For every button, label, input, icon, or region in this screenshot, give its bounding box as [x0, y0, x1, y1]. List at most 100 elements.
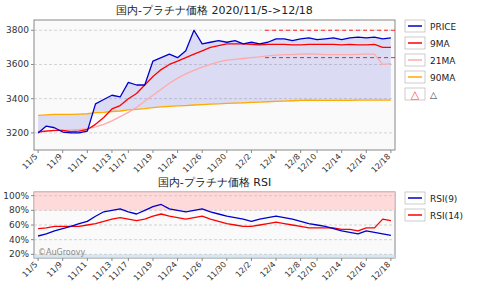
y-tick — [31, 254, 34, 255]
legend-swatch — [408, 25, 422, 27]
x-tick-label: 12/18 — [370, 260, 393, 283]
series-line — [38, 204, 391, 236]
x-tick-label: 11/11 — [66, 152, 89, 175]
chart-root: 国内-プラチナ価格 2020/11/5->12/18 3200 3400 3600 38… — [0, 0, 480, 298]
legend-swatch — [408, 197, 422, 199]
chart-title: 国内-プラチナ価格 2020/11/5->12/18 — [116, 4, 313, 17]
y-tick-label: 3200 — [6, 128, 29, 138]
x-tick — [226, 150, 227, 153]
x-tick — [341, 258, 342, 261]
x-tick — [251, 150, 252, 153]
x-tick-label: 11/19 — [132, 152, 155, 175]
legend-box — [405, 71, 425, 83]
legend-swatch — [408, 42, 422, 44]
y-tick — [31, 132, 34, 133]
legend-box — [405, 209, 425, 221]
y-tick-label: 60% — [9, 220, 29, 230]
y-tick-label: 3400 — [6, 94, 29, 104]
y-tick-label: 3600 — [6, 59, 29, 69]
x-tick — [111, 150, 112, 153]
x-tick — [366, 258, 367, 261]
legend-label: △ — [430, 90, 437, 100]
x-tick-label: 12/14 — [320, 152, 343, 175]
legend-symbol: △ — [411, 88, 420, 101]
x-tick — [276, 150, 277, 153]
x-tick-label: 12/2 — [234, 260, 253, 279]
legend-label: 21MA — [430, 56, 456, 66]
y-tick — [31, 195, 34, 196]
legend-swatch — [408, 214, 422, 216]
x-tick-label: 12/16 — [345, 152, 368, 175]
y-tick — [31, 210, 34, 211]
x-tick-label: 11/17 — [107, 152, 130, 175]
grid-line — [34, 210, 395, 211]
grid-line — [34, 254, 395, 255]
y-tick-label: 3800 — [6, 25, 29, 35]
x-tick — [128, 258, 129, 261]
x-tick — [202, 258, 203, 261]
x-tick — [341, 150, 342, 153]
legend-swatch — [408, 59, 422, 61]
x-tick — [87, 150, 88, 153]
x-tick — [128, 150, 129, 153]
x-tick-label: 11/30 — [206, 152, 229, 175]
x-tick-label: 11/24 — [156, 152, 179, 175]
legend-box — [405, 88, 425, 100]
x-tick-label: 11/19 — [132, 260, 155, 283]
x-tick — [177, 150, 178, 153]
x-tick — [226, 258, 227, 261]
reference-line — [265, 30, 395, 31]
legend-label: 90MA — [430, 73, 456, 83]
x-tick — [38, 258, 39, 261]
x-tick — [251, 258, 252, 261]
legend-label: RSI(9) — [430, 194, 457, 204]
x-tick — [152, 258, 153, 261]
x-tick-label: 12/4 — [258, 260, 277, 279]
reference-line — [265, 57, 395, 58]
y-tick — [31, 30, 34, 31]
y-tick — [31, 64, 34, 65]
y-tick-label: 40% — [9, 235, 29, 245]
x-tick — [202, 150, 203, 153]
watermark: ©AuGroovy — [38, 248, 85, 257]
legend-label: PRICE — [430, 22, 457, 32]
x-tick — [390, 150, 391, 153]
x-tick-label: 11/5 — [20, 152, 39, 171]
chart-title: 国内-プラチナ価格 RSI — [158, 176, 271, 189]
x-tick — [152, 150, 153, 153]
series-line — [38, 30, 391, 133]
grid-line — [34, 239, 395, 240]
series-line — [38, 100, 391, 115]
x-tick — [38, 150, 39, 153]
plot-area — [34, 30, 395, 133]
x-tick-label: 12/10 — [296, 152, 319, 175]
y-tick-label: 20% — [9, 249, 29, 259]
grid-line — [34, 30, 395, 31]
grid-line — [34, 132, 395, 133]
x-tick-label: 11/30 — [206, 260, 229, 283]
legend-swatch — [408, 76, 422, 78]
zone-band — [34, 254, 395, 258]
legend-box — [405, 54, 425, 66]
legend-box — [405, 20, 425, 32]
x-tick-label: 11/26 — [181, 152, 204, 175]
x-tick — [390, 258, 391, 261]
plot-frame — [34, 192, 395, 258]
legend-label: 9MA — [430, 39, 450, 49]
legend-label: RSI(14) — [430, 211, 463, 221]
x-tick-label: 11/9 — [45, 152, 64, 171]
x-tick-label: 11/9 — [45, 260, 64, 279]
plot-area — [34, 192, 395, 258]
x-tick — [317, 150, 318, 153]
x-tick — [276, 258, 277, 261]
x-tick-label: 12/2 — [234, 152, 253, 171]
x-tick-label: 12/16 — [345, 260, 368, 283]
fill-area — [38, 30, 391, 133]
y-tick-label: 80% — [9, 205, 29, 215]
x-tick — [317, 258, 318, 261]
legend-box — [405, 192, 425, 204]
y-tick — [31, 225, 34, 226]
x-tick — [177, 258, 178, 261]
series-line — [38, 214, 391, 231]
x-tick-label: 12/18 — [370, 152, 393, 175]
